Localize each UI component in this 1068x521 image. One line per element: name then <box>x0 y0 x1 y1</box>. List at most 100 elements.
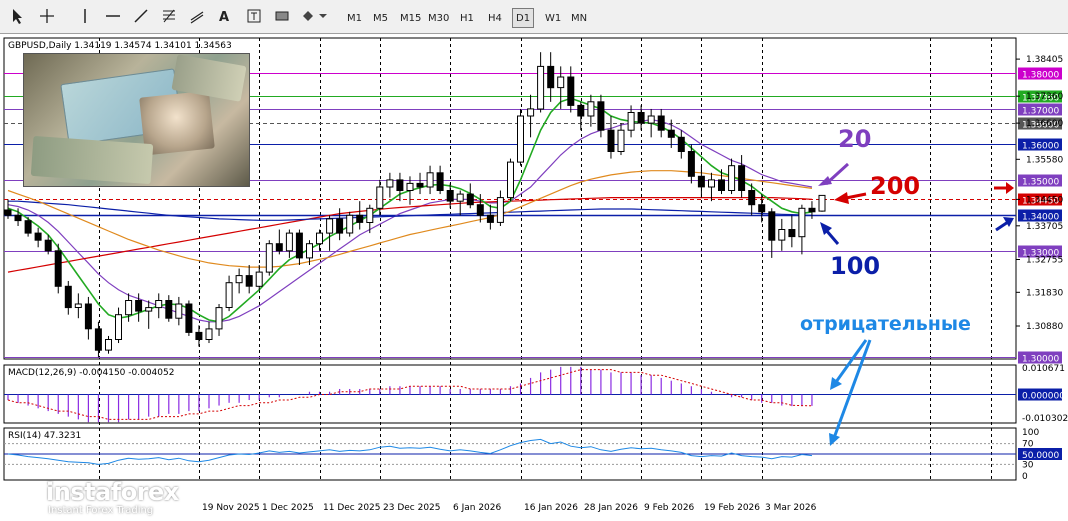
annotation-negative-label: отрицательные <box>800 313 971 335</box>
moving-average-200 <box>7 197 813 273</box>
candle-body <box>155 300 163 309</box>
candle-body <box>597 101 605 131</box>
price-level-label: 1.36000 <box>1022 142 1059 152</box>
annotation-ma200-label: 200 <box>870 172 920 200</box>
candle-body <box>115 314 122 341</box>
candle-body <box>436 172 444 192</box>
instaforex-tagline: Instant Forex Trading <box>48 505 154 516</box>
candle-body <box>316 232 323 245</box>
horizontal-line-icon[interactable] <box>102 8 124 28</box>
candle-body <box>14 214 22 222</box>
timeframe-d1[interactable]: D1 <box>512 8 535 28</box>
timeframe-h1[interactable]: H1 <box>460 13 474 24</box>
timeframe-m30[interactable]: M30 <box>428 13 450 24</box>
price-axis-label: 1.31830 <box>1026 288 1063 298</box>
candle-body <box>44 239 52 252</box>
moving-average-20 <box>7 118 813 323</box>
candle-body <box>537 65 545 110</box>
candle-body <box>295 232 303 259</box>
macd-axis-label: 0.010671 <box>1022 364 1065 374</box>
price-level-label: 1.33000 <box>1022 249 1059 259</box>
candle-body <box>496 197 504 223</box>
rsi-line <box>7 438 813 465</box>
rsi-title: RSI(14) 47.3231 <box>8 431 81 441</box>
channel-icon[interactable] <box>186 8 208 28</box>
candle-body <box>205 328 213 340</box>
candle-body <box>577 104 585 117</box>
price-level-label: 1.38000 <box>1022 71 1059 81</box>
annotation-arrow-macd <box>834 339 868 383</box>
price-level-label: 1.37360 <box>1022 94 1059 104</box>
price-level-tag <box>1018 245 1062 258</box>
chart-svg[interactable]: 1.38000 1.37360 1.37000 1.36600 1.36000 1.350… <box>0 34 1068 521</box>
price-axis-label: 1.36600 <box>1026 119 1063 129</box>
candle-body <box>275 243 283 252</box>
candle-body <box>587 101 595 117</box>
date-axis-label: 19 Nov 2025 <box>202 503 260 513</box>
chart-area[interactable]: 1.38000 1.37360 1.37000 1.36600 1.36000 1.350… <box>0 34 1068 521</box>
candle-body <box>105 339 112 351</box>
timeframe-h4[interactable]: H4 <box>488 13 502 24</box>
candle-body <box>145 307 153 312</box>
candle-body <box>718 179 725 191</box>
candle-body <box>517 115 524 163</box>
rsi-axis-label: 100 <box>1022 428 1039 438</box>
date-axis-label: 9 Feb 2026 <box>644 503 695 513</box>
price-level-tag <box>1018 117 1062 130</box>
candle-body <box>486 214 494 223</box>
shapes-icon[interactable] <box>300 8 330 28</box>
rectangle-icon[interactable] <box>271 8 293 28</box>
annotation-arrow-100 <box>824 229 840 245</box>
candle-body <box>195 331 203 340</box>
date-axis-label: 19 Feb 2026 <box>704 503 760 513</box>
price-level-tag <box>1018 174 1062 187</box>
cursor-icon[interactable] <box>6 8 28 28</box>
timeframe-m5[interactable]: M5 <box>373 13 388 24</box>
main-pane-frame <box>3 37 1017 360</box>
label-icon[interactable] <box>243 8 265 28</box>
crosshair-icon[interactable] <box>36 8 58 28</box>
price-axis-label: 1.33705 <box>1026 222 1063 232</box>
candle-body <box>687 151 695 177</box>
timeframe-m1[interactable]: M1 <box>347 13 362 24</box>
candle-body <box>94 328 102 351</box>
timeframe-mn[interactable]: MN <box>571 13 588 24</box>
candle-body <box>697 175 705 188</box>
candle-body <box>326 218 334 234</box>
toolbar: A M1 M5 M15 M30 H1 H4 D1 W1 MN <box>0 0 1068 34</box>
macd-title: MACD(12,26,9) -0.004150 -0.004052 <box>8 368 174 378</box>
price-level-tag <box>1018 90 1062 103</box>
timeframe-w1[interactable]: W1 <box>545 13 562 24</box>
candle-body <box>778 229 786 241</box>
candle-body <box>617 129 625 152</box>
candle-body <box>728 165 736 191</box>
annotation-arrowhead-rsi <box>829 433 840 446</box>
candle-body <box>376 186 384 209</box>
annotation-arrow-rsi <box>832 339 872 439</box>
annotation-arrowhead-20 <box>818 176 832 186</box>
price-axis-label: 1.32755 <box>1026 256 1063 266</box>
candle-body <box>356 214 364 223</box>
price-level-label: 1.30000 <box>1022 355 1059 365</box>
fibonacci-icon[interactable] <box>158 8 180 28</box>
candle-body <box>416 182 424 188</box>
price-level-label: 1.37000 <box>1022 107 1059 117</box>
date-axis-label: 3 Mar 2026 <box>765 503 817 513</box>
candle-body <box>607 129 615 152</box>
trendline-icon[interactable] <box>130 8 152 28</box>
candle-body <box>64 285 72 309</box>
rsi-axis-label: 0 <box>1022 472 1028 482</box>
timeframe-m15[interactable]: M15 <box>400 13 422 24</box>
candle-body <box>285 232 293 252</box>
vertical-line-icon[interactable] <box>74 8 96 28</box>
price-axis-label: 1.30880 <box>1026 322 1063 332</box>
price-axis-label: 1.37360 <box>1026 92 1063 102</box>
price-level-label: 1.35000 <box>1022 178 1059 188</box>
date-axis-label: 23 Dec 2025 <box>383 503 441 513</box>
text-icon[interactable]: A <box>218 10 230 25</box>
macd-signal-line <box>7 369 813 420</box>
date-axis-label: 28 Jan 2026 <box>584 503 638 513</box>
candle-body <box>446 190 454 202</box>
price-axis-label: 1.35580 <box>1026 155 1063 165</box>
